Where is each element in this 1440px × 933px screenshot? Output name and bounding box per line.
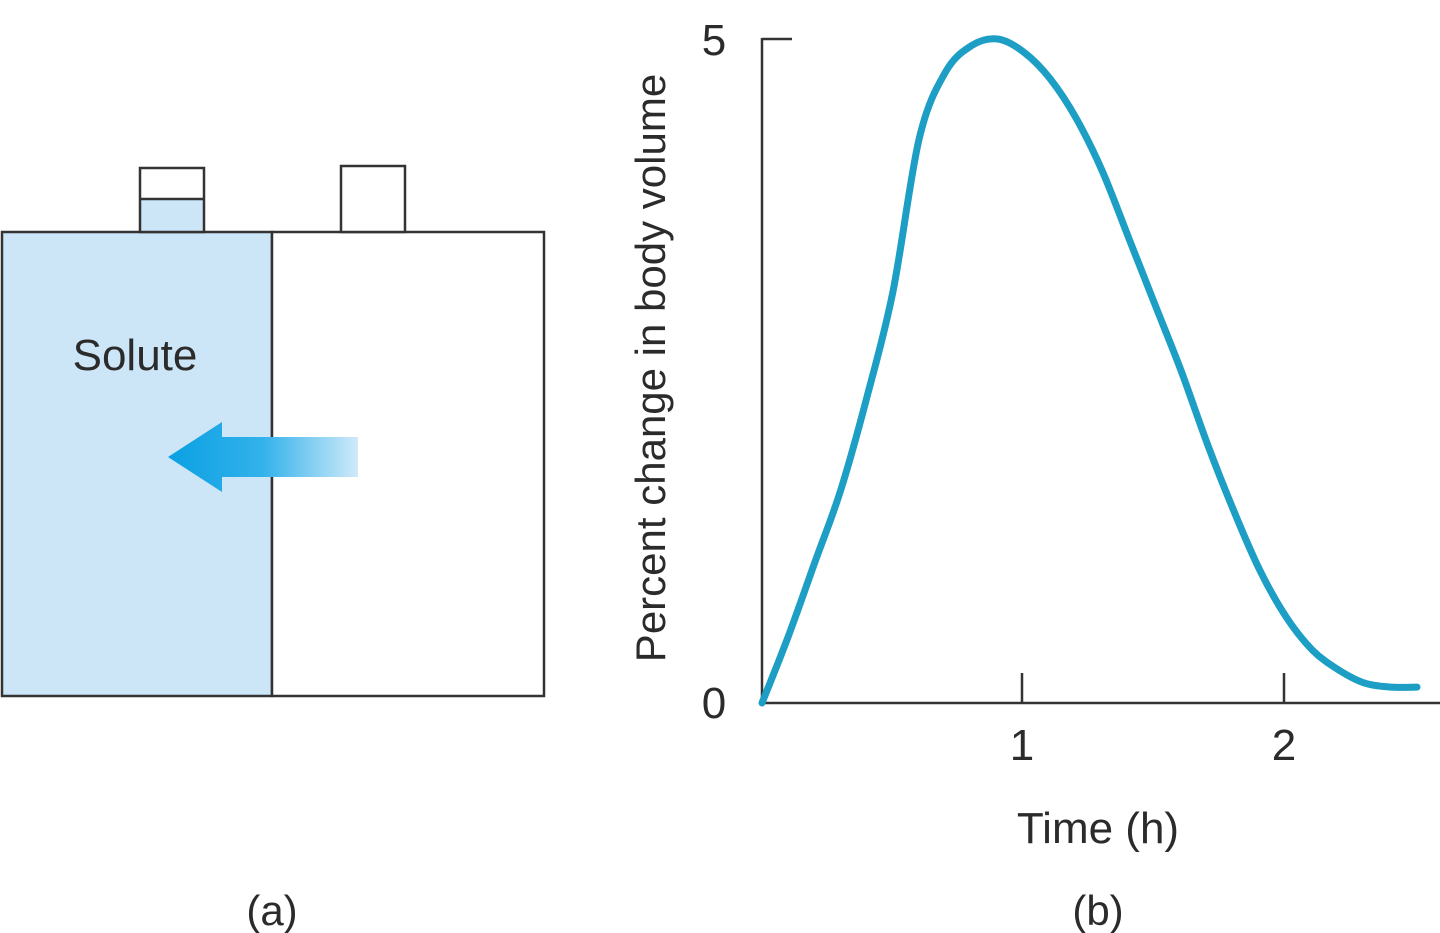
left-tube-fluid xyxy=(140,199,204,232)
y-tick-label-0: 0 xyxy=(702,679,726,728)
x-tick-label-1: 1 xyxy=(1010,721,1034,770)
panel-a-caption: (a) xyxy=(246,887,297,933)
series-line xyxy=(758,35,1421,707)
left-level-tube xyxy=(138,166,206,234)
panel-b-chart: 5 0 1 2 Time (h) Percent change in body … xyxy=(627,16,1440,933)
x-tick-label-2: 2 xyxy=(1272,721,1296,770)
y-tick-label-5: 5 xyxy=(702,16,726,65)
right-level-tube xyxy=(339,164,407,234)
water-flow-arrow xyxy=(168,422,358,492)
panel-b-caption: (b) xyxy=(1072,887,1123,933)
x-axis-label: Time (h) xyxy=(1017,804,1179,853)
y-axis-label: Percent change in body volume xyxy=(627,74,674,662)
solute-label: Solute xyxy=(73,331,198,380)
panel-a: Solute (a) xyxy=(0,164,546,933)
